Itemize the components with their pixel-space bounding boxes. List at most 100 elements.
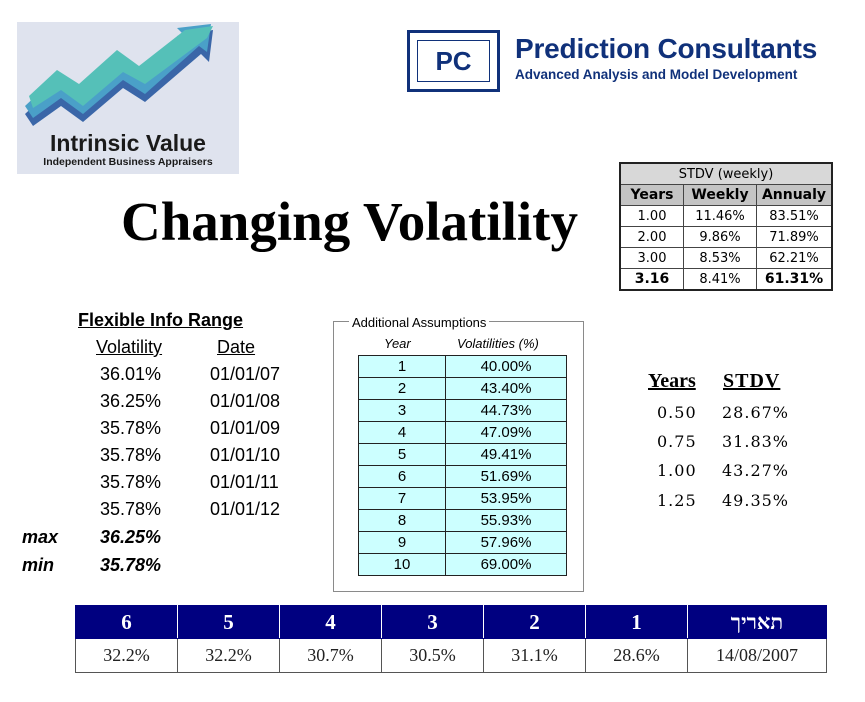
year-cell[interactable]: 2: [358, 377, 446, 400]
year-cell[interactable]: 6: [358, 465, 446, 488]
max-value: 36.25%: [100, 527, 162, 547]
year-cell[interactable]: 7: [358, 487, 446, 510]
pc-company-name: Prediction Consultants: [515, 33, 818, 64]
column-header: 5: [177, 605, 280, 639]
table-cell: 32.2%: [177, 638, 280, 673]
table-cell: 9.86%: [683, 226, 757, 248]
year-cell[interactable]: 1: [358, 355, 446, 378]
year-cell[interactable]: 5: [358, 443, 446, 466]
table-cell: 30.5%: [381, 638, 484, 673]
table-row: 32.2% 32.2% 30.7% 30.5% 31.1% 28.6% 14/0…: [75, 638, 827, 673]
volatility-value: 35.78%: [100, 445, 162, 465]
column-header: 1: [585, 605, 688, 639]
volatility-cell[interactable]: 49.41%: [445, 443, 567, 466]
table-cell: 83.51%: [756, 205, 833, 227]
pc-tagline: Advanced Analysis and Model Development: [515, 67, 798, 82]
volatility-cell[interactable]: 44.73%: [445, 399, 567, 422]
table-cell: 71.89%: [756, 226, 833, 248]
stdv-weekly-caption: STDV (weekly): [619, 162, 833, 185]
rising-arrow-icon: [25, 24, 213, 126]
years-value: 1.25: [657, 491, 697, 510]
table-cell: 2.00: [619, 226, 684, 248]
year-cell[interactable]: 4: [358, 421, 446, 444]
table-row: 2.00 9.86% 71.89%: [619, 226, 833, 248]
table-cell: 31.1%: [483, 638, 586, 673]
table-row: 3.16 8.41% 61.31%: [619, 268, 833, 291]
date-value: 01/01/11: [210, 472, 279, 492]
assumptions-table: 1 40.00% 2 43.40% 3 44.73% 4 47.09% 5 49.41% …: [358, 355, 567, 576]
table-row: 5 49.41%: [358, 443, 567, 466]
intrinsic-value-subtitle: Independent Business Appraisers: [43, 156, 213, 168]
table-header-row: 6 5 4 3 2 1 תאריך: [75, 605, 827, 639]
stdv-weekly-table: STDV (weekly) Years Weekly Annualy 1.00 …: [619, 162, 833, 291]
stdv-header: STDV: [723, 370, 781, 392]
table-row: 3.00 8.53% 62.21%: [619, 247, 833, 269]
yearly-volatility-table: 6 5 4 3 2 1 תאריך 32.2% 32.2% 30.7% 30.5…: [75, 605, 827, 673]
min-label: min: [22, 555, 55, 575]
date-value: 01/01/10: [210, 445, 281, 465]
table-cell: 11.46%: [683, 205, 757, 227]
table-cell: 8.41%: [683, 268, 757, 291]
stdv-header-annualy: Annualy: [756, 184, 833, 206]
volatility-header: Volatility: [96, 337, 163, 357]
year-cell[interactable]: 8: [358, 509, 446, 532]
date-value: 01/01/07: [210, 364, 281, 384]
min-value: 35.78%: [100, 555, 162, 575]
volatility-cell[interactable]: 53.95%: [445, 487, 567, 510]
table-cell: 30.7%: [279, 638, 382, 673]
table-row: 1.00 11.46% 83.51%: [619, 205, 833, 227]
date-value: 01/01/08: [210, 391, 281, 411]
year-cell[interactable]: 3: [358, 399, 446, 422]
pc-logo-mark: PC: [417, 40, 490, 82]
column-header: 6: [75, 605, 178, 639]
column-header: 4: [279, 605, 382, 639]
volatility-cell[interactable]: 43.40%: [445, 377, 567, 400]
years-header: Years: [648, 370, 696, 392]
table-cell: 3.16: [619, 268, 684, 291]
intrinsic-value-title: Intrinsic Value: [50, 130, 206, 156]
volatility-cell[interactable]: 40.00%: [445, 355, 567, 378]
max-label: max: [22, 527, 59, 547]
table-row: 7 53.95%: [358, 487, 567, 510]
years-value: 0.75: [657, 432, 697, 451]
volatility-value: 36.25%: [100, 391, 162, 411]
volatility-cell[interactable]: 57.96%: [445, 531, 567, 554]
date-value: 01/01/12: [210, 499, 281, 519]
volatility-cell[interactable]: 47.09%: [445, 421, 567, 444]
table-row: 2 43.40%: [358, 377, 567, 400]
volatility-cell[interactable]: 51.69%: [445, 465, 567, 488]
volatility-cell[interactable]: 55.93%: [445, 509, 567, 532]
year-cell[interactable]: 9: [358, 531, 446, 554]
volatility-value: 35.78%: [100, 499, 162, 519]
flexible-info-title: Flexible Info Range: [78, 310, 244, 330]
table-row: 10 69.00%: [358, 553, 567, 576]
assumptions-year-header: Year: [384, 336, 411, 351]
table-cell: 61.31%: [756, 268, 833, 291]
stdv-value: 28.67%: [722, 403, 790, 422]
year-cell[interactable]: 10: [358, 553, 446, 576]
table-cell: 3.00: [619, 247, 684, 269]
date-column-header: תאריך: [687, 605, 827, 639]
additional-assumptions-title: Additional Assumptions: [349, 315, 490, 330]
assumptions-volatilities-header: Volatilities (%): [457, 336, 539, 351]
table-cell: 32.2%: [75, 638, 178, 673]
stdv-header-years: Years: [619, 184, 684, 206]
table-cell: 28.6%: [585, 638, 688, 673]
stdv-header-weekly: Weekly: [683, 184, 757, 206]
table-cell: 62.21%: [756, 247, 833, 269]
table-row: 9 57.96%: [358, 531, 567, 554]
date-value: 01/01/09: [210, 418, 281, 438]
table-row: 6 51.69%: [358, 465, 567, 488]
years-value: 1.00: [657, 461, 697, 480]
table-cell: 8.53%: [683, 247, 757, 269]
stdv-value: 49.35%: [722, 491, 790, 510]
volatility-cell[interactable]: 69.00%: [445, 553, 567, 576]
table-row: 3 44.73%: [358, 399, 567, 422]
volatility-value: 36.01%: [100, 364, 162, 384]
page-title: Changing Volatility: [121, 191, 578, 252]
table-cell: 1.00: [619, 205, 684, 227]
stdv-value: 31.83%: [722, 432, 790, 451]
table-row: 8 55.93%: [358, 509, 567, 532]
table-row: 1 40.00%: [358, 355, 567, 378]
stdv-value: 43.27%: [722, 461, 790, 480]
